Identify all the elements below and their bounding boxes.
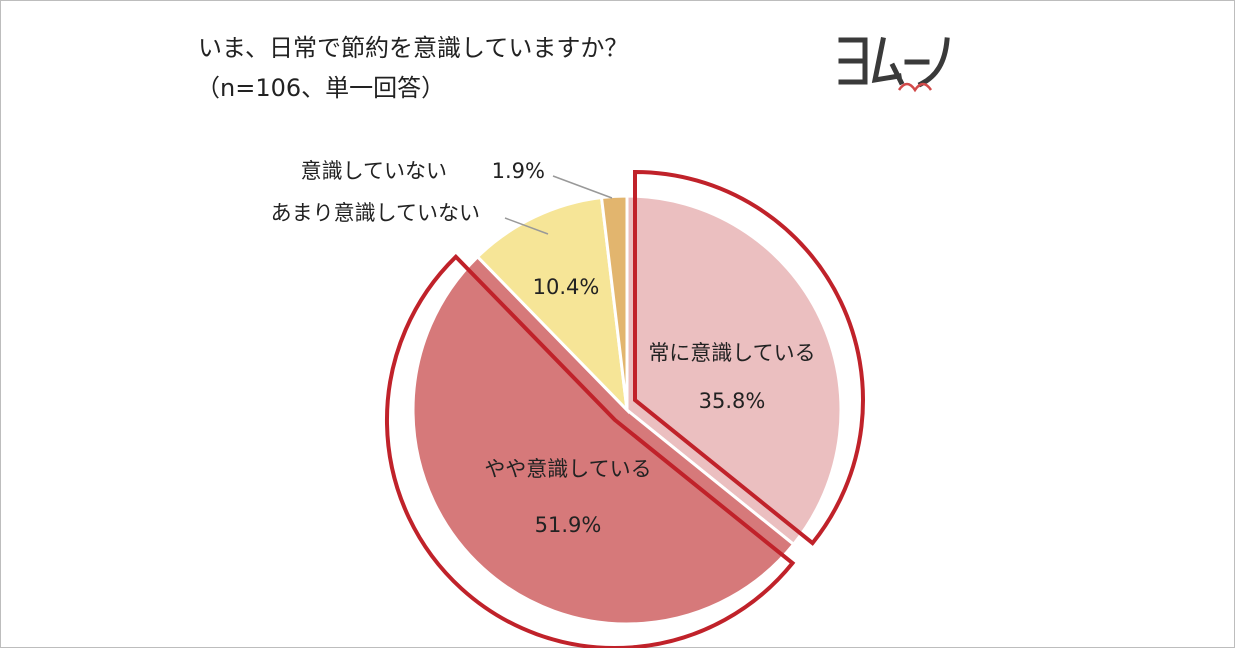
- highlight-outline-2: [385, 253, 796, 648]
- slice-label-4: 意識していない: [301, 159, 447, 183]
- slice-label-2: やや意識している: [484, 457, 651, 481]
- leader-line-4: [552, 175, 613, 199]
- chart-subtitle: （n=106、単一回答）: [196, 74, 446, 102]
- pie-slice-2: [411, 254, 796, 626]
- pie-slice-3: [475, 195, 630, 415]
- pie-slice-4: [599, 194, 629, 411]
- slice-value-3: 10.4%: [533, 275, 600, 299]
- slice-label-1: 常に意識している: [648, 341, 815, 365]
- slice-value-2: 51.9%: [535, 513, 602, 537]
- slice-label-3: あまり意識していない: [271, 201, 480, 225]
- slice-value-1: 35.8%: [699, 389, 766, 413]
- yomuno-logo: [838, 37, 950, 93]
- slice-value-4: 1.9%: [492, 159, 545, 183]
- pie-slice-1: [625, 194, 843, 547]
- leader-line-3: [504, 217, 549, 235]
- highlight-outline-1: [633, 169, 865, 546]
- chart-title: いま、日常で節約を意識していますか？: [198, 34, 629, 62]
